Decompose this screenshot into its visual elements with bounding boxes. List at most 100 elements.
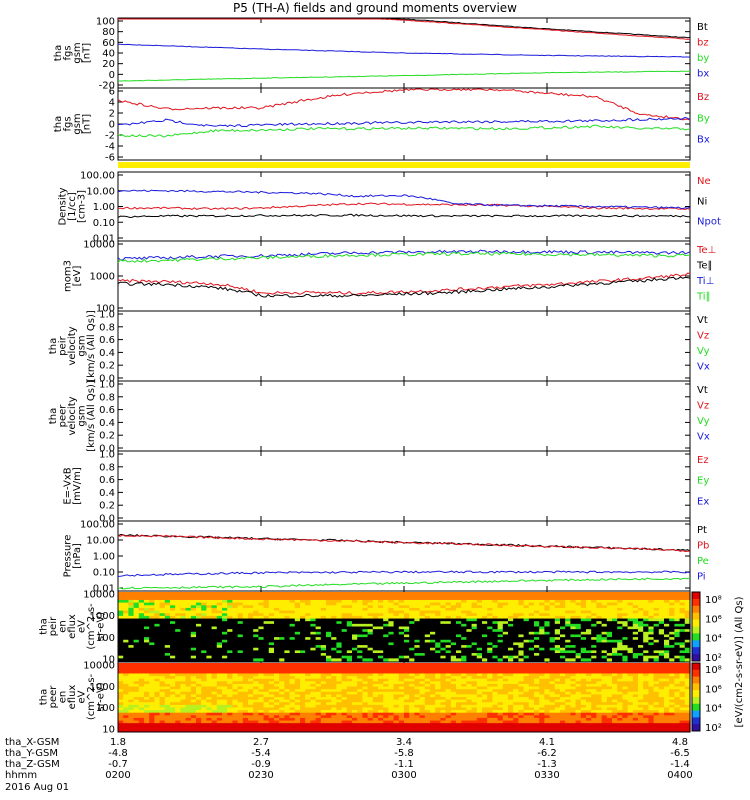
y-tick-label: 0.8	[99, 462, 115, 473]
y-tick-label: 20	[102, 59, 115, 70]
y-tick-label: 0.0	[99, 374, 115, 385]
y-tick-label: 80	[102, 27, 115, 38]
y-tick-label: 1.00	[93, 552, 115, 563]
series-pe	[117, 577, 691, 590]
y-tick-label: 6	[109, 87, 115, 98]
colorbar-tick-label: 10⁴	[705, 634, 722, 645]
y-tick-label: 1000	[90, 611, 115, 622]
legend-by: By	[697, 113, 710, 124]
y-tick-label: 100	[96, 703, 115, 714]
y-tick-label: 100.00	[80, 171, 115, 182]
spectrogram	[118, 663, 691, 732]
legend-pt: Pt	[697, 525, 707, 536]
x-row-value: 4.8	[672, 737, 688, 748]
legend-ti⊥: Ti⊥	[696, 276, 714, 287]
y-axis-label: thapeerenefluxeV(cm^2-s-sr-eV)	[39, 673, 107, 720]
y-tick-label: 0.8	[99, 322, 115, 333]
y-tick-label: 0.01	[93, 234, 115, 245]
y-tick-label: 0.8	[99, 392, 115, 403]
y-tick-label: 40	[102, 49, 115, 60]
legend-bz: bz	[697, 38, 709, 49]
panel-density: 100.00 10.00 1.00 0.10 0.01 Density[1/cc][cm-…	[58, 171, 721, 245]
panel-frame	[117, 661, 691, 733]
panel-peer-eflux: 10000 1000 100 10 thapeerenefluxeV(cm^2-s-sr…	[39, 661, 691, 736]
x-row-value: -0.7	[108, 759, 128, 770]
colorbar-tick-label: 10⁸	[705, 595, 722, 606]
legend-ti∥: Ti∥	[696, 292, 711, 303]
colorbar-label: [eV/(cm2-s-sr-eV)] (All Qs)	[734, 596, 745, 727]
y-axis-label: thapeervelocitygsm[km/s (All Qs)]	[48, 380, 97, 452]
x-row-value: -6.2	[537, 748, 557, 759]
x-row-label: tha_X-GSM	[5, 737, 59, 748]
x-row-value: 0230	[248, 770, 273, 781]
legend-vx: Vx	[697, 362, 710, 373]
panel-frame	[117, 450, 691, 522]
panel-pressure: 100.00 10.00 1.00 0.10 0.01 Pressure[nPa] Pt Pb…	[62, 520, 709, 595]
panel-peer-velocity: 1.00.8 0.6 0.4 0.2 0.0thapeervelocitygsm[km/…	[48, 380, 710, 455]
flag-bar	[118, 162, 690, 168]
y-tick-label: 100	[96, 304, 115, 315]
x-row-value: -6.5	[670, 748, 690, 759]
y-tick-label: 0.6	[99, 335, 115, 346]
y-tick-label: 0.0	[99, 444, 115, 455]
y-tick-label: 100	[96, 17, 115, 28]
legend-by: by	[697, 53, 709, 64]
panel-efield: 1.00.8 0.6 0.4 0.2 0.0 E=-VxB[mV/m] Ez Ey Ex	[62, 450, 709, 525]
legend-vy: Vy	[697, 416, 710, 427]
y-tick-label: 1.0	[99, 450, 115, 461]
x-row-value: 3.4	[396, 737, 412, 748]
series-by	[117, 124, 690, 138]
legend-pb: Pb	[697, 541, 709, 552]
x-axis-footer: tha_X-GSM 1.8 2.7 3.4 4.1 4.8 tha_Y-GSM -4.8 -5.…	[5, 737, 693, 793]
series-te∥	[117, 276, 691, 298]
series-bz	[118, 18, 691, 40]
y-tick-label: 10.00	[86, 536, 115, 547]
y-tick-label: 0.2	[99, 361, 115, 372]
date-label: 2016 Aug 01	[5, 782, 69, 793]
y-tick-label: 0	[109, 120, 115, 131]
panel-frame	[117, 310, 691, 382]
y-tick-label: 10	[102, 725, 115, 736]
y-axis-label: thapeirvelocitygsm[km/s (All Qs)]	[48, 310, 97, 382]
y-tick-label: 0.6	[99, 475, 115, 486]
plot-title: P5 (TH-A) fields and ground moments over…	[233, 1, 517, 15]
y-axis-label: thafgsgsm[nT]	[53, 42, 93, 63]
legend-bx: bx	[697, 69, 709, 80]
y-tick-label: 10000	[83, 661, 115, 672]
x-row-value: -0.9	[251, 759, 271, 770]
y-tick-label: 0.4	[99, 488, 115, 499]
series-ni	[117, 213, 690, 219]
colorbar-tick-label: 10²	[705, 723, 722, 734]
y-tick-label: 10.00	[86, 186, 115, 197]
x-row-value: -1.1	[394, 759, 414, 770]
x-row-value: 0300	[391, 770, 416, 781]
x-row-value: 2.7	[253, 737, 269, 748]
x-row-value: -4.8	[108, 748, 128, 759]
y-tick-label: 10000	[83, 590, 115, 601]
y-tick-label: 1000	[90, 682, 115, 693]
series-bx	[117, 116, 691, 128]
x-row-value: 0330	[534, 770, 559, 781]
y-axis-label: mom3[eV]	[62, 260, 83, 292]
legend-vz: Vz	[697, 331, 709, 342]
y-axis-label: Density[1/cc][cm-3]	[58, 187, 88, 225]
colorbar-tick-label: 10⁸	[705, 665, 722, 676]
series-bx	[117, 43, 691, 58]
colorbar-tick-label: 10²	[705, 653, 722, 664]
colorbar-frame	[691, 591, 701, 662]
x-row-label: hhmm	[5, 770, 37, 781]
x-row-label: tha_Y-GSM	[5, 748, 58, 759]
y-tick-label: 1.0	[99, 380, 115, 391]
y-tick-label: 0.2	[99, 501, 115, 512]
colorbar: 10⁸10⁶10⁴10²10⁸10⁶10⁴10²[eV/(cm2-s-sr-eV…	[691, 591, 745, 734]
y-tick-label: -4	[105, 142, 115, 153]
legend-ez: Ez	[697, 455, 709, 466]
x-row-value: 0400	[667, 770, 692, 781]
legend-vy: Vy	[697, 346, 710, 357]
panel-peir-velocity: 1.00.8 0.6 0.4 0.2 0.0thapeirvelocitygsm[km/…	[48, 310, 710, 385]
spectrogram	[118, 592, 691, 662]
y-tick-label: 0.01	[93, 584, 115, 595]
